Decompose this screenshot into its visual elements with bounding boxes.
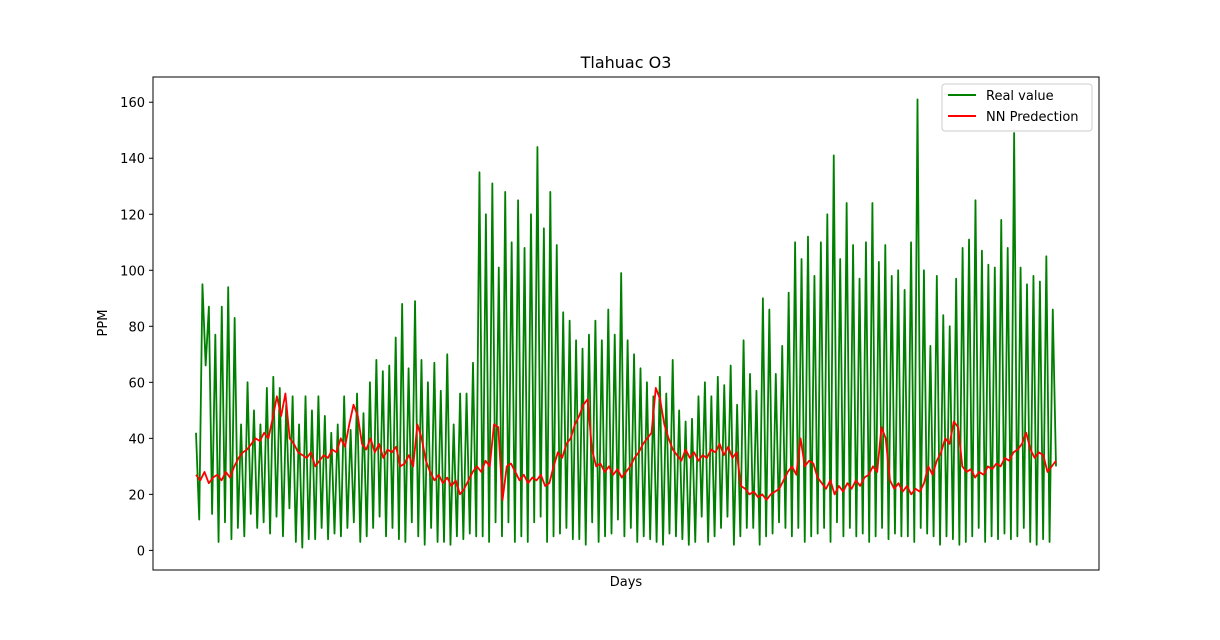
y-tick-label: 60	[128, 376, 145, 391]
chart-title: Tlahuac O3	[580, 53, 672, 72]
series-layer	[195, 98, 1057, 549]
x-axis-label: Days	[610, 575, 643, 590]
plot-frame	[152, 76, 1100, 571]
legend: Real value NN Predection	[941, 83, 1093, 132]
y-tick-label: 140	[120, 152, 145, 167]
y-tick-label: 160	[120, 96, 145, 111]
y-tick-label: 120	[120, 208, 145, 223]
y-tick-label: 100	[120, 264, 145, 279]
series-line-real-value	[195, 98, 1057, 549]
legend-label-real-value: Real value	[986, 89, 1054, 104]
series-line-nn-predection	[195, 387, 1057, 501]
y-tick-label: 0	[137, 544, 145, 559]
legend-label-nn-predection: NN Predection	[986, 110, 1079, 125]
y-axis-label: PPM	[96, 310, 111, 337]
y-axis-ticks: 0 20 40 60 80 100 120 140 160	[120, 96, 153, 559]
y-tick-label: 40	[128, 432, 145, 447]
legend-box	[941, 83, 1093, 132]
y-tick-label: 80	[128, 320, 145, 335]
y-tick-label: 20	[128, 488, 145, 503]
